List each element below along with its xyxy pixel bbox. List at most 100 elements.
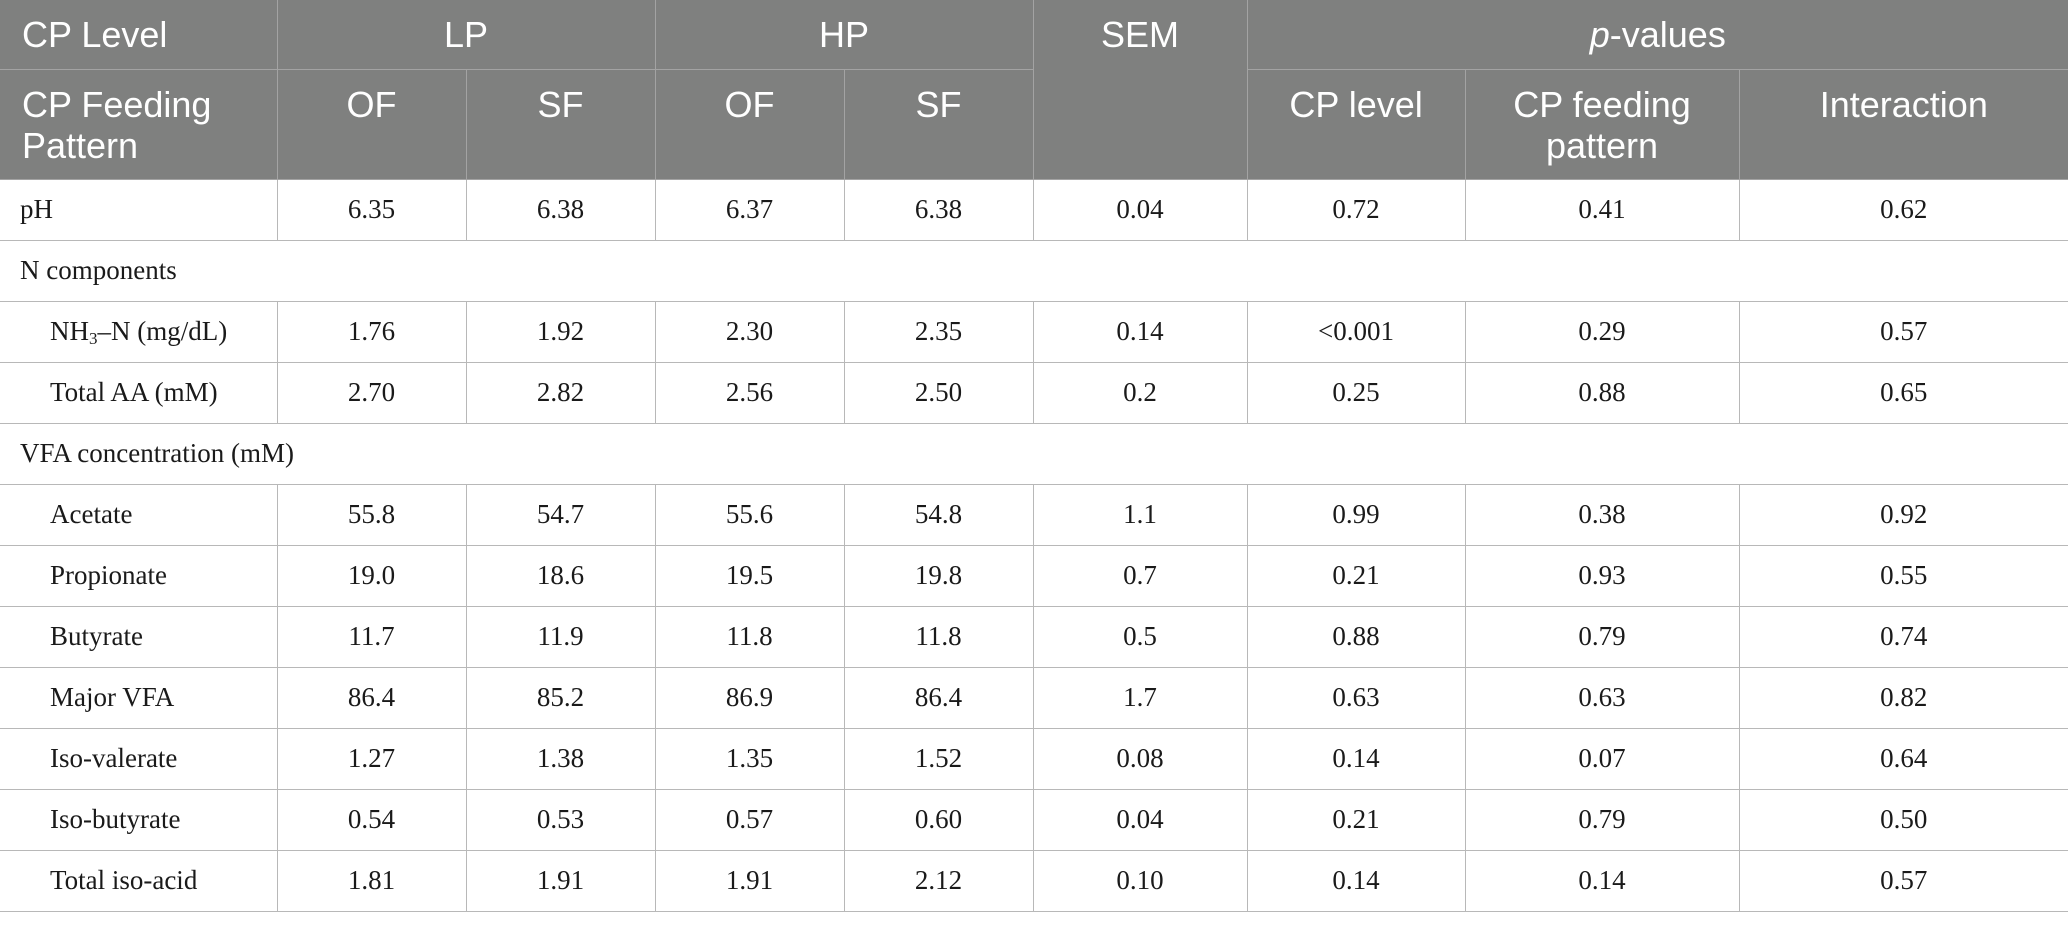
cell-value: 0.99 [1246,483,1466,546]
cell-value: 85.2 [465,666,656,729]
cell-value: 1.1 [1032,483,1248,546]
row-label-total-aa: Total AA (mM) [0,361,278,424]
cell-value: 19.8 [843,544,1034,607]
cell-value: 0.57 [1738,300,2068,363]
row-label-nh3n: NH3–N (mg/dL) [0,300,278,363]
cell-value: 2.56 [654,361,845,424]
cell-value: 0.88 [1464,361,1740,424]
table-row-propionate: Propionate 19.0 18.6 19.5 19.8 0.7 0.21 … [0,544,2068,607]
header-p-cp-feeding-pattern: CP feeding pattern [1464,68,1740,180]
row-label-butyrate: Butyrate [0,605,278,668]
cell-value: 0.53 [465,788,656,851]
cell-value: 11.8 [654,605,845,668]
cell-value: 0.60 [843,788,1034,851]
cell-value: 0.38 [1464,483,1740,546]
header-hp: HP [654,0,1034,70]
table-row-total-iso-acid: Total iso-acid 1.81 1.91 1.91 2.12 0.10 … [0,849,2068,912]
cell-value: 86.4 [276,666,467,729]
cell-value: 0.64 [1738,727,2068,790]
cell-value: 1.35 [654,727,845,790]
cell-value: 0.88 [1246,605,1466,668]
cell-value: 55.8 [276,483,467,546]
cell-value: 0.10 [1032,849,1248,912]
results-table: CP Level LP HP SEM p-values CP Feeding P… [0,0,2068,912]
cell-value: 86.4 [843,666,1034,729]
cell-value: 1.91 [654,849,845,912]
cell-value: 6.38 [465,178,656,241]
cell-value: 0.54 [276,788,467,851]
table-header: CP Level LP HP SEM p-values CP Feeding P… [0,0,2068,180]
table-row-acetate: Acetate 55.8 54.7 55.6 54.8 1.1 0.99 0.3… [0,483,2068,546]
cell-value: 1.92 [465,300,656,363]
cell-value: 19.0 [276,544,467,607]
cell-value: 0.93 [1464,544,1740,607]
cell-value: 0.79 [1464,605,1740,668]
row-label-total-iso-acid: Total iso-acid [0,849,278,912]
header-cp-level: CP Level [0,0,278,70]
cell-value: 0.57 [654,788,845,851]
table-body: pH 6.35 6.38 6.37 6.38 0.04 0.72 0.41 0.… [0,178,2068,912]
cell-value: 0.07 [1464,727,1740,790]
cell-value: 0.63 [1246,666,1466,729]
cell-value: 2.30 [654,300,845,363]
cell-value: 1.38 [465,727,656,790]
cell-value: 11.9 [465,605,656,668]
cell-value: 0.57 [1738,849,2068,912]
cell-value: 0.7 [1032,544,1248,607]
header-p-suffix: -values [1609,14,1726,55]
cell-value: 2.12 [843,849,1034,912]
header-row-cp-level: CP Level LP HP SEM p-values [0,0,2068,180]
cell-value: 2.35 [843,300,1034,363]
cell-value: 6.38 [843,178,1034,241]
cell-value: 2.82 [465,361,656,424]
cell-value: 0.50 [1738,788,2068,851]
row-label-iso-butyrate: Iso-butyrate [0,788,278,851]
cell-value: 54.7 [465,483,656,546]
cell-value: 1.81 [276,849,467,912]
table-row-major-vfa: Major VFA 86.4 85.2 86.9 86.4 1.7 0.63 0… [0,666,2068,729]
cell-value: 19.5 [654,544,845,607]
header-cp-feeding-pattern: CP Feeding Pattern [0,68,278,180]
cell-value: 2.50 [843,361,1034,424]
table-row-iso-valerate: Iso-valerate 1.27 1.38 1.35 1.52 0.08 0.… [0,727,2068,790]
row-label-ph: pH [0,178,278,241]
cell-value: 0.74 [1738,605,2068,668]
nh3n-subscript: 3 [89,329,98,348]
cell-value: 0.14 [1464,849,1740,912]
cell-value: 86.9 [654,666,845,729]
cell-value: 0.14 [1246,849,1466,912]
row-label-propionate: Propionate [0,544,278,607]
cell-value: 0.72 [1246,178,1466,241]
section-row-vfa-concentration: VFA concentration (mM) [0,422,2068,485]
cell-value: 11.7 [276,605,467,668]
table-row-ph: pH 6.35 6.38 6.37 6.38 0.04 0.72 0.41 0.… [0,178,2068,241]
header-row-feeding-pattern: CP Feeding Pattern OF SF OF SF CP level … [0,68,2068,180]
table-row-iso-butyrate: Iso-butyrate 0.54 0.53 0.57 0.60 0.04 0.… [0,788,2068,851]
cell-value: 0.14 [1032,300,1248,363]
cell-value: 0.82 [1738,666,2068,729]
cell-value: 0.92 [1738,483,2068,546]
header-hp-of: OF [654,68,845,180]
cell-value: 1.52 [843,727,1034,790]
header-p-values: p-values [1246,0,2068,70]
cell-value: 2.70 [276,361,467,424]
header-lp-of: OF [276,68,467,180]
cell-value: 55.6 [654,483,845,546]
header-p-interaction: Interaction [1738,68,2068,180]
header-lp-sf: SF [465,68,656,180]
cell-value: 54.8 [843,483,1034,546]
cell-value: 0.65 [1738,361,2068,424]
cell-value: 0.21 [1246,544,1466,607]
header-p-cp-level: CP level [1246,68,1466,180]
cell-value: 0.04 [1032,178,1248,241]
cell-value: 0.5 [1032,605,1248,668]
cell-value: 1.7 [1032,666,1248,729]
cell-value: 0.79 [1464,788,1740,851]
table-row-butyrate: Butyrate 11.7 11.9 11.8 11.8 0.5 0.88 0.… [0,605,2068,668]
header-sem: SEM [1032,0,1248,180]
cell-value: 6.37 [654,178,845,241]
cell-value: 0.04 [1032,788,1248,851]
cell-value: 0.41 [1464,178,1740,241]
cell-value: 11.8 [843,605,1034,668]
table-row-total-aa: Total AA (mM) 2.70 2.82 2.56 2.50 0.2 0.… [0,361,2068,424]
